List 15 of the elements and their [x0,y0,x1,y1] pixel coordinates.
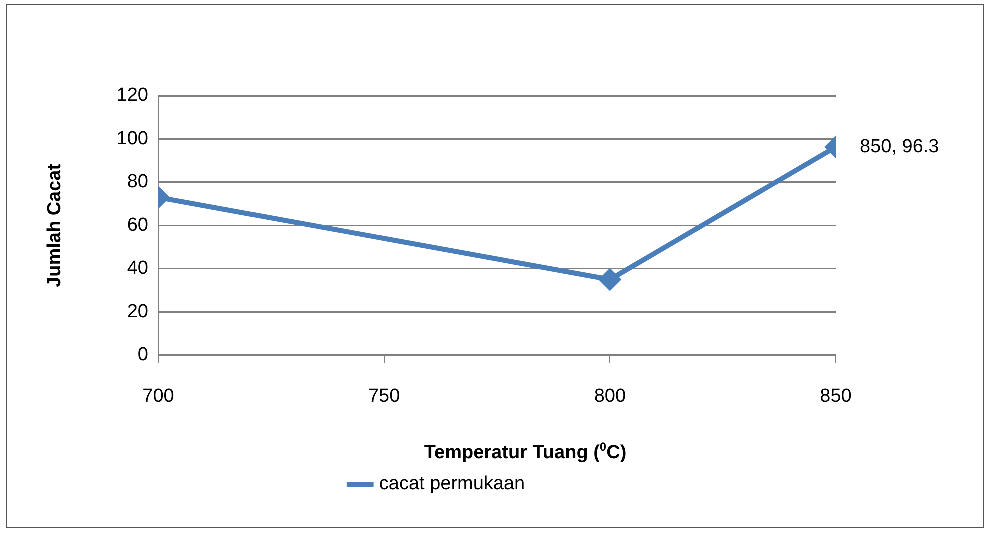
y-tick-label: 80 [127,172,148,193]
y-tick-label: 100 [116,128,148,150]
x-axis-title: Temperatur Tuang ($^{0}$C) [423,440,628,464]
x-tick-label: 700 [142,386,174,408]
y-tick-label: 0 [138,344,148,366]
x-tick-label: 750 [368,386,400,408]
data-label: 850, 96.3 [860,136,940,158]
y-tick-label: 120 [116,85,148,106]
legend-label: cacat permukaan [379,474,526,495]
y-tick-label: 60 [127,214,148,236]
x-tick-label: 800 [594,386,626,408]
x-tick-label: 850 [820,386,852,408]
y-axis-title: Jumlah Cacat [44,163,66,288]
y-tick-label: 40 [127,258,148,280]
y-tick-label: 20 [127,301,148,322]
